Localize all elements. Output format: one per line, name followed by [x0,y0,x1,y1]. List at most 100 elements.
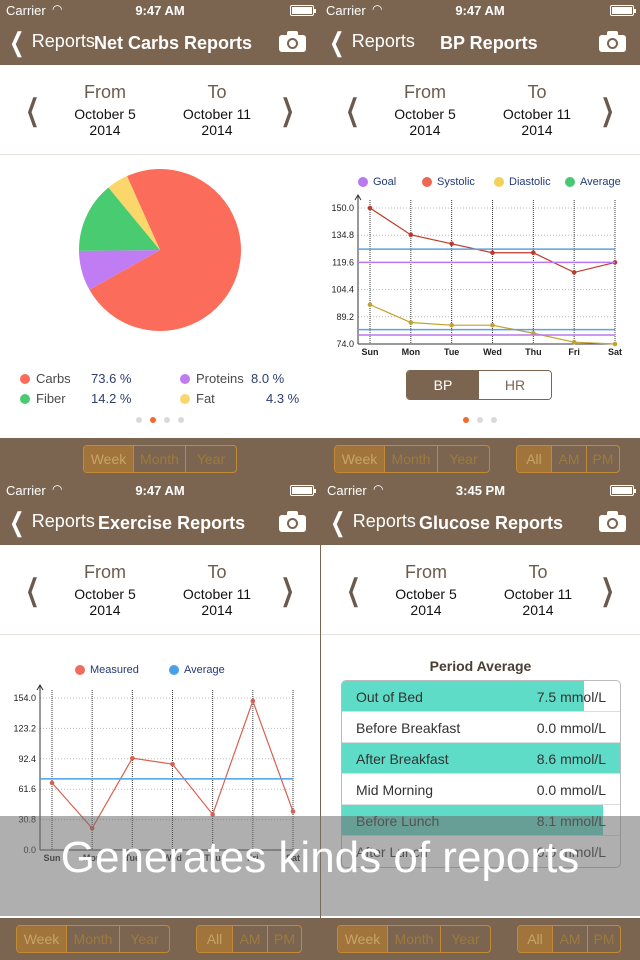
period-year[interactable]: Year [449,451,478,467]
average-swatch [169,665,179,675]
period-selector[interactable]: Week Month Year [83,445,237,473]
filter-pm[interactable]: PM [274,931,295,947]
to-label: To [207,82,227,102]
nav-bar: ❮ Reports Glucose Reports [321,502,640,545]
chevron-left-icon: ❮ [9,26,25,57]
filter-pm[interactable]: PM [593,931,615,947]
carrier-label: Carrier [6,483,46,498]
page-title: Exercise Reports [98,513,246,533]
net-carbs-screen: Carrier ◠ 9:47 AM ❮ Reports Net Carbs Rep… [0,0,320,480]
filter-am[interactable]: AM [233,926,268,952]
period-selector[interactable]: Week Month Year [16,925,170,953]
from-date: From October 5 2014 [60,562,150,618]
filter-am[interactable]: AM [552,446,587,472]
from-date-value: October 5 [74,586,136,602]
back-button[interactable]: ❮ Reports [6,509,95,535]
legend-average: Average [169,664,225,676]
period-week[interactable]: Week [338,926,388,952]
series-measured-point [130,755,135,761]
period-selector[interactable]: Week Month Year [337,925,491,953]
period-week[interactable]: Week [335,446,385,472]
from-date: From October 5 2014 [381,562,471,618]
next-range-button[interactable]: ❯ [600,94,615,127]
status-bar: Carrier ◠ 9:47 AM [0,0,320,22]
y-tick-label: 61.6 [18,784,36,794]
prev-range-button[interactable]: ❮ [345,94,360,127]
period-month[interactable]: Month [67,926,120,952]
series-diastolic-point [449,322,454,328]
from-date-value: October 5 [74,106,136,122]
to-year-value: 2014 [522,602,554,618]
next-range-button[interactable]: ❯ [280,94,295,127]
page-indicator[interactable] [0,417,320,423]
next-range-button[interactable]: ❯ [600,574,615,607]
legend-pct: 73.6 % [91,371,132,386]
legend-measured: Measured [75,664,139,676]
date-range: ❮ From October 5 2014 To October 11 2014… [0,545,320,635]
filter-all[interactable]: All [518,926,553,952]
status-bar: Carrier ◠ 9:47 AM [320,0,640,22]
period-month[interactable]: Month [388,926,441,952]
to-label: To [527,82,547,102]
filter-all[interactable]: All [517,446,552,472]
prev-range-button[interactable]: ❮ [25,94,40,127]
next-range-button[interactable]: ❯ [280,574,295,607]
legend-diastolic: Diastolic [494,176,551,188]
series-diastolic-point [408,320,414,325]
promo-banner-text: Generates kinds of reports [60,833,580,882]
filter-pm[interactable]: PM [592,451,614,467]
toggle-hr[interactable]: HR [479,371,551,399]
time-filter[interactable]: All AM PM [196,925,302,953]
legend-proteins: Proteins 8.0 % [180,371,284,386]
camera-icon[interactable] [599,31,626,52]
x-tick-label: Mon [402,347,421,357]
toggle-bp[interactable]: BP [407,371,479,399]
time-filter[interactable]: All AM PM [517,925,621,953]
y-tick-label: 119.6 [332,257,354,267]
back-label: Reports [351,31,415,51]
period-month[interactable]: Month [134,446,186,472]
from-date-value: October 5 [395,586,457,602]
back-button[interactable]: ❮ Reports [6,26,95,57]
period-year[interactable]: Year [451,931,480,947]
from-year-value: 2014 [410,602,442,618]
back-button[interactable]: ❮ Reports [326,29,415,55]
bp-line-chart: 150.0 134.8 119.6 104.4 89.2 74.0 Sun Mon Tue Wed… [331,194,622,357]
nav-bar: ❮ Reports Exercise Reports [0,502,320,545]
page-indicator[interactable] [320,417,640,423]
legend-carbs: Carbs 73.6 % [20,371,131,386]
camera-icon[interactable] [599,511,626,532]
fat-swatch [180,393,190,404]
filter-am[interactable]: AM [553,926,588,952]
back-button[interactable]: ❮ Reports [327,509,416,535]
filter-all[interactable]: All [197,926,233,952]
to-year-value: 2014 [521,122,553,138]
period-week[interactable]: Week [17,926,67,952]
bp-screen: Carrier ◠ 9:47 AM ❮ Reports BP Reports ❮ … [320,0,640,480]
y-axis-arrow [36,684,44,691]
prev-range-button[interactable]: ❮ [25,574,40,607]
date-range: ❮ From October 5 2014 To October 11 2014… [321,545,640,635]
camera-icon[interactable] [279,511,306,532]
period-week[interactable]: Week [84,446,134,472]
pie-slice-fiber [79,187,160,251]
x-tick-label: Tue [444,347,459,357]
series-diastolic-point [612,341,618,347]
bottom-bar: Week Month Year All AM PM [320,438,640,480]
wifi-icon: ◠ [372,2,383,16]
series-diastolic-point [490,322,495,328]
period-selector[interactable]: Week Month Year [334,445,490,473]
bp-hr-toggle[interactable]: BP HR [406,370,552,400]
period-year[interactable]: Year [196,451,226,467]
period-month[interactable]: Month [385,446,438,472]
legend-goal: Goal [358,176,396,188]
period-year[interactable]: Year [130,931,159,947]
camera-icon[interactable] [279,31,306,52]
battery-icon [290,5,316,16]
back-label: Reports [31,31,95,51]
to-label: To [528,562,548,582]
prev-range-button[interactable]: ❮ [346,574,361,607]
time-filter[interactable]: All AM PM [516,445,620,473]
from-label: From [84,82,126,102]
legend-label: Measured [90,664,139,676]
